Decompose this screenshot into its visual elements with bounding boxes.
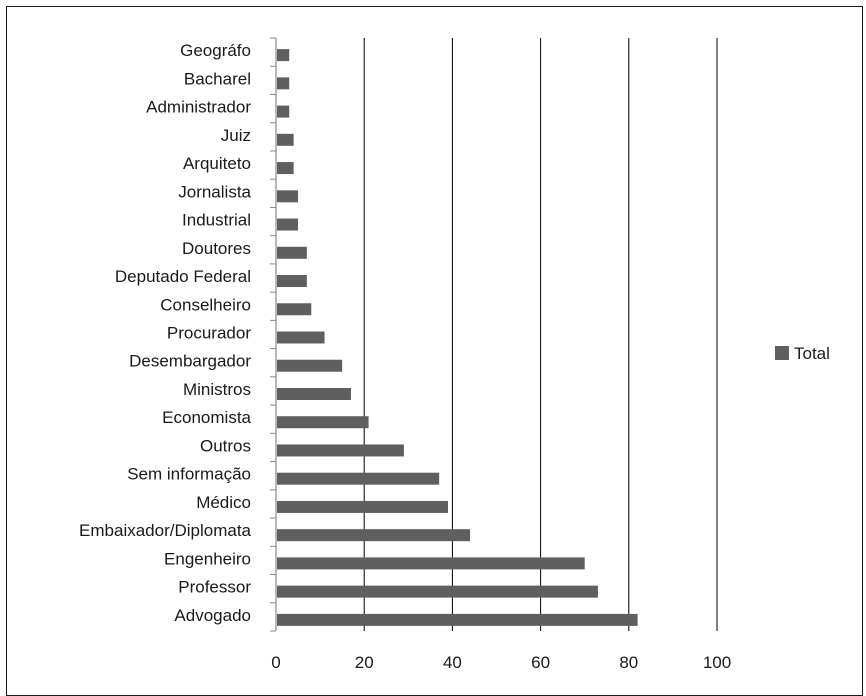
bar-ministros [277,387,351,400]
x-tick-label: 80 [619,653,638,672]
category-label: Engenheiro [164,549,251,568]
category-label: Arquiteto [183,154,251,173]
x-tick-label: 40 [443,653,462,672]
category-label: Médico [196,493,251,512]
bar-desembargador [277,359,343,372]
x-tick-label: 20 [355,653,374,672]
legend: Total [775,344,830,363]
bar-sem-informa-o [277,472,440,485]
bar-conselheiro [277,303,312,316]
bar-geogr-fo [277,49,290,62]
category-label: Administrador [146,98,251,117]
bar-m-dico [277,500,448,513]
category-label: Desembargador [129,352,251,371]
bar-industrial [277,218,299,231]
bar-bacharel [277,77,290,90]
bar-juiz [277,133,294,146]
bar-engenheiro [277,557,585,570]
grid-layer [363,38,718,631]
category-label: Industrial [182,211,251,230]
x-tick-label: 60 [531,653,550,672]
bar-economista [277,416,369,429]
category-label: Juiz [221,126,251,145]
legend-swatch [775,346,789,360]
legend-label: Total [794,344,830,363]
bar-advogado [277,613,638,626]
category-label: Conselheiro [160,295,251,314]
category-label: Jornalista [178,182,251,201]
x-tick-label: 0 [271,653,280,672]
category-label: Bacharel [184,69,251,88]
chart-frame [6,6,863,696]
bar-procurador [277,331,325,344]
bar-professor [277,585,598,598]
category-label: Embaixador/Diplomata [79,521,252,540]
bar-arquiteto [277,162,294,175]
category-label: Deputado Federal [115,267,251,286]
bar-outros [277,444,404,457]
category-label: Sem informação [127,465,251,484]
category-label: Procurador [167,324,251,343]
category-label: Advogado [174,606,251,625]
category-label: Doutores [182,239,251,258]
bar-administrador [277,105,290,118]
category-label: Geográfo [180,41,251,60]
category-label: Outros [200,436,251,455]
bar-deputado-federal [277,275,307,288]
category-label: Professor [178,578,251,597]
bar-jornalista [277,190,299,203]
axis-layer: 0 20 40 60 80 100 Advogado Professor Engenheiro E… [79,37,731,672]
x-tick-label: 100 [703,653,731,672]
bar-layer [277,49,638,626]
category-label: Ministros [183,380,251,399]
category-label: Economista [162,408,251,427]
bar-doutores [277,246,307,259]
bar-embaixador-diplomata [277,529,471,542]
